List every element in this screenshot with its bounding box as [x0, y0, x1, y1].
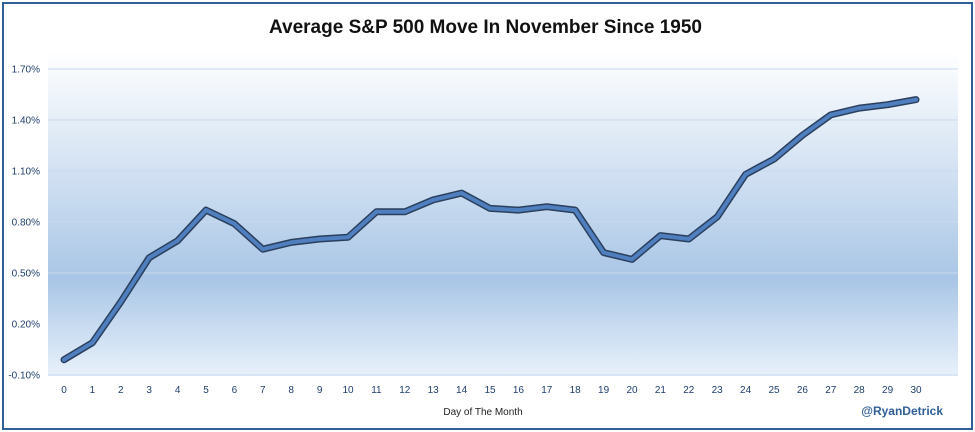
y-tick-label: 1.10% [12, 167, 40, 178]
y-tick-label: -0.10% [8, 371, 40, 382]
y-tick-label: 1.40% [12, 116, 40, 127]
data-point [743, 172, 748, 177]
data-point [289, 240, 294, 245]
data-point [544, 204, 549, 209]
data-point [90, 340, 95, 345]
x-tick-label: 9 [317, 385, 323, 396]
credit-label: @RyanDetrick [861, 404, 943, 418]
data-point [232, 221, 237, 226]
x-tick-label: 17 [541, 385, 553, 396]
data-point [857, 106, 862, 111]
data-point [118, 299, 123, 304]
data-point [630, 257, 634, 262]
x-tick-label: 27 [825, 385, 837, 396]
x-tick-label: 22 [683, 385, 695, 396]
data-point [601, 250, 606, 255]
x-tick-label: 16 [513, 385, 525, 396]
data-point [658, 233, 663, 238]
data-point [346, 235, 350, 240]
x-tick-label: 21 [655, 385, 667, 396]
x-tick-label: 24 [740, 385, 752, 396]
data-point [686, 237, 691, 241]
x-tick-label: 30 [910, 385, 922, 396]
data-point [431, 197, 436, 202]
x-tick-label: 4 [175, 385, 181, 396]
x-tick-label: 25 [768, 385, 780, 396]
x-tick-label: 12 [399, 385, 411, 396]
data-point [317, 237, 322, 241]
x-tick-label: 3 [146, 385, 152, 396]
data-point [204, 208, 208, 213]
x-tick-label: 5 [203, 385, 209, 396]
data-point [715, 214, 720, 219]
y-tick-label: 0.80% [12, 218, 40, 229]
x-tick-label: 19 [598, 385, 610, 396]
data-point [573, 208, 578, 213]
x-tick-label: 26 [797, 385, 809, 396]
data-point [800, 133, 805, 138]
data-point [62, 357, 66, 362]
data-point [175, 238, 180, 243]
data-point [828, 112, 833, 117]
x-tick-label: 8 [288, 385, 294, 396]
x-tick-label: 0 [61, 385, 67, 396]
data-point [914, 97, 918, 102]
x-tick-label: 13 [428, 385, 440, 396]
x-tick-label: 1 [90, 385, 96, 396]
x-axis-label: Day of The Month [443, 407, 522, 418]
x-tick-label: 11 [371, 385, 382, 396]
x-tick-label: 14 [456, 385, 468, 396]
chart-title: Average S&P 500 Move In November Since 1… [269, 17, 702, 38]
x-tick-label: 18 [570, 385, 582, 396]
x-tick-label: 6 [232, 385, 238, 396]
x-tick-label: 10 [342, 385, 354, 396]
data-point [516, 208, 521, 213]
data-point [459, 191, 464, 196]
x-tick-label: 7 [260, 385, 266, 396]
data-point [885, 102, 890, 107]
plot-area [48, 52, 958, 376]
data-point [402, 209, 407, 214]
y-tick-label: 1.70% [12, 65, 40, 76]
data-point [147, 255, 152, 260]
data-point [374, 209, 379, 214]
x-tick-label: 28 [854, 385, 866, 396]
x-tick-label: 23 [712, 385, 724, 396]
data-point [772, 157, 776, 162]
x-tick-label: 20 [626, 385, 638, 396]
data-point [488, 206, 492, 211]
y-tick-label: 0.50% [12, 269, 40, 280]
y-tick-label: 0.20% [12, 320, 40, 331]
x-tick-label: 15 [484, 385, 496, 396]
x-tick-label: 29 [882, 385, 894, 396]
x-tick-label: 2 [118, 385, 124, 396]
data-point [260, 247, 265, 252]
